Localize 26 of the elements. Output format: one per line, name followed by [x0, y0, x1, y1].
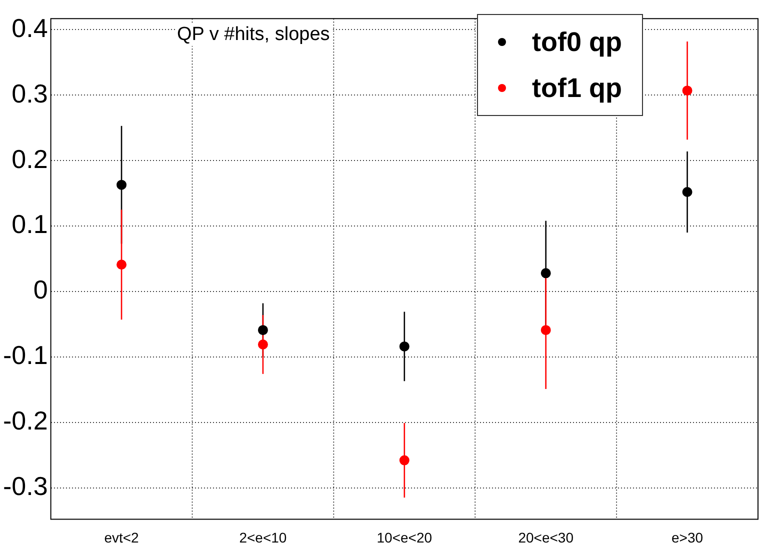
chart-title: QP v #hits, slopes — [175, 24, 332, 46]
legend-label: tof1 qp — [531, 72, 622, 105]
legend-label: tof0 qp — [531, 26, 622, 59]
point — [399, 341, 410, 352]
point — [682, 187, 692, 198]
x-tick-label: 10<e<20 — [376, 529, 432, 546]
point — [258, 339, 268, 350]
y-tick-label: 0.4 — [12, 12, 48, 43]
point — [258, 325, 268, 336]
y-tick-label: 0 — [33, 274, 48, 305]
point — [540, 325, 551, 336]
x-tick-label: 20<e<30 — [518, 529, 574, 546]
x-tick-label: 2<e<10 — [239, 529, 287, 546]
point — [399, 455, 410, 466]
x-tick-label: evt<2 — [104, 529, 140, 546]
y-tick-label: -0.3 — [2, 470, 48, 501]
point — [116, 260, 127, 270]
point — [540, 268, 551, 278]
point — [116, 180, 127, 190]
y-tick-label: -0.1 — [2, 340, 48, 370]
y-tick-label: -0.2 — [2, 406, 48, 436]
y-tick-label: 0.3 — [12, 78, 48, 108]
x-tick-label: e>30 — [672, 529, 704, 546]
point — [682, 86, 692, 96]
y-tick-label: 0.1 — [12, 209, 48, 240]
y-tick-label: 0.2 — [12, 144, 48, 174]
